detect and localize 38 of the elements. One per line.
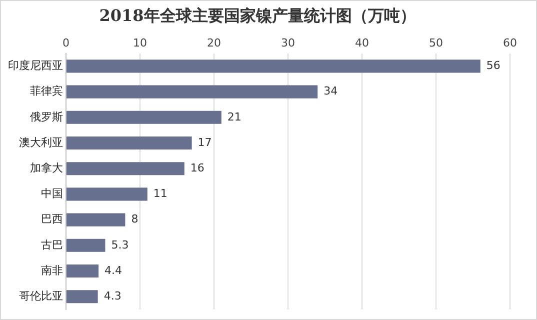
y-tick-label: 中国: [41, 187, 63, 200]
y-tick-label: 南非: [41, 264, 63, 277]
x-tick-label: 60: [503, 36, 517, 50]
bar: [66, 188, 148, 201]
bar: [66, 110, 222, 124]
x-tick-label: 20: [207, 36, 221, 50]
data-label: 8: [131, 212, 138, 226]
data-label: 17: [198, 136, 212, 149]
x-tick-label: 10: [133, 36, 147, 50]
y-tick-label: 巴西: [41, 212, 63, 226]
bar: [66, 85, 318, 98]
bar: [66, 264, 99, 278]
y-tick-label: 古巴: [41, 238, 63, 252]
data-label: 21: [227, 110, 242, 124]
x-tick-label: 30: [281, 36, 295, 50]
data-label: 34: [324, 84, 338, 98]
bar: [66, 162, 184, 176]
data-label: 4.4: [104, 264, 122, 277]
data-label: 16: [190, 161, 204, 174]
data-label: 11: [153, 187, 168, 200]
bar: [66, 60, 480, 73]
y-tick-label: 加拿大: [30, 161, 63, 174]
bar: [66, 213, 126, 226]
x-tick-label: 50: [429, 36, 443, 50]
y-tick-label: 哥伦比亚: [19, 289, 63, 302]
data-label: 56: [486, 59, 500, 72]
chart-title: 2018年全球主要国家镍产量统计图（万吨）: [99, 6, 416, 25]
x-tick-label: 0: [62, 36, 70, 50]
y-tick-label: 俄罗斯: [30, 110, 63, 124]
y-tick-label: 澳大利亚: [19, 136, 63, 149]
data-label: 5.3: [111, 238, 129, 252]
y-tick-label: 菲律宾: [30, 84, 63, 98]
data-label: 4.3: [104, 289, 122, 302]
bar: [66, 290, 98, 304]
x-tick-label: 40: [355, 36, 369, 50]
bar: [66, 136, 192, 150]
bar: [66, 238, 106, 252]
y-tick-label: 印度尼西亚: [8, 59, 63, 72]
